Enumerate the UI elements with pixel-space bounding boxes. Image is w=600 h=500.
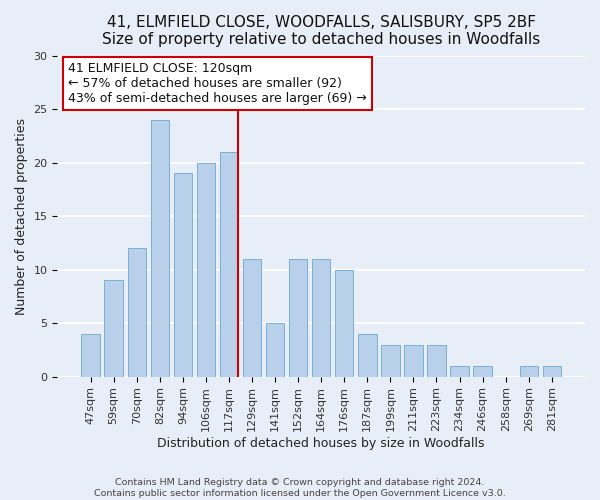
- Bar: [173, 174, 192, 376]
- X-axis label: Distribution of detached houses by size in Woodfalls: Distribution of detached houses by size …: [157, 437, 485, 450]
- Text: Contains HM Land Registry data © Crown copyright and database right 2024.
Contai: Contains HM Land Registry data © Crown c…: [94, 478, 506, 498]
- Bar: [358, 334, 377, 376]
- Bar: [266, 323, 284, 376]
- Title: 41, ELMFIELD CLOSE, WOODFALLS, SALISBURY, SP5 2BF
Size of property relative to d: 41, ELMFIELD CLOSE, WOODFALLS, SALISBURY…: [102, 15, 541, 48]
- Bar: [289, 259, 307, 376]
- Bar: [128, 248, 146, 376]
- Y-axis label: Number of detached properties: Number of detached properties: [15, 118, 28, 314]
- Bar: [151, 120, 169, 376]
- Bar: [335, 270, 353, 376]
- Bar: [243, 259, 261, 376]
- Bar: [197, 162, 215, 376]
- Bar: [542, 366, 561, 376]
- Bar: [427, 344, 446, 376]
- Bar: [381, 344, 400, 376]
- Bar: [82, 334, 100, 376]
- Bar: [451, 366, 469, 376]
- Bar: [404, 344, 422, 376]
- Text: 41 ELMFIELD CLOSE: 120sqm
← 57% of detached houses are smaller (92)
43% of semi-: 41 ELMFIELD CLOSE: 120sqm ← 57% of detac…: [68, 62, 367, 105]
- Bar: [473, 366, 492, 376]
- Bar: [312, 259, 331, 376]
- Bar: [104, 280, 123, 376]
- Bar: [220, 152, 238, 376]
- Bar: [520, 366, 538, 376]
